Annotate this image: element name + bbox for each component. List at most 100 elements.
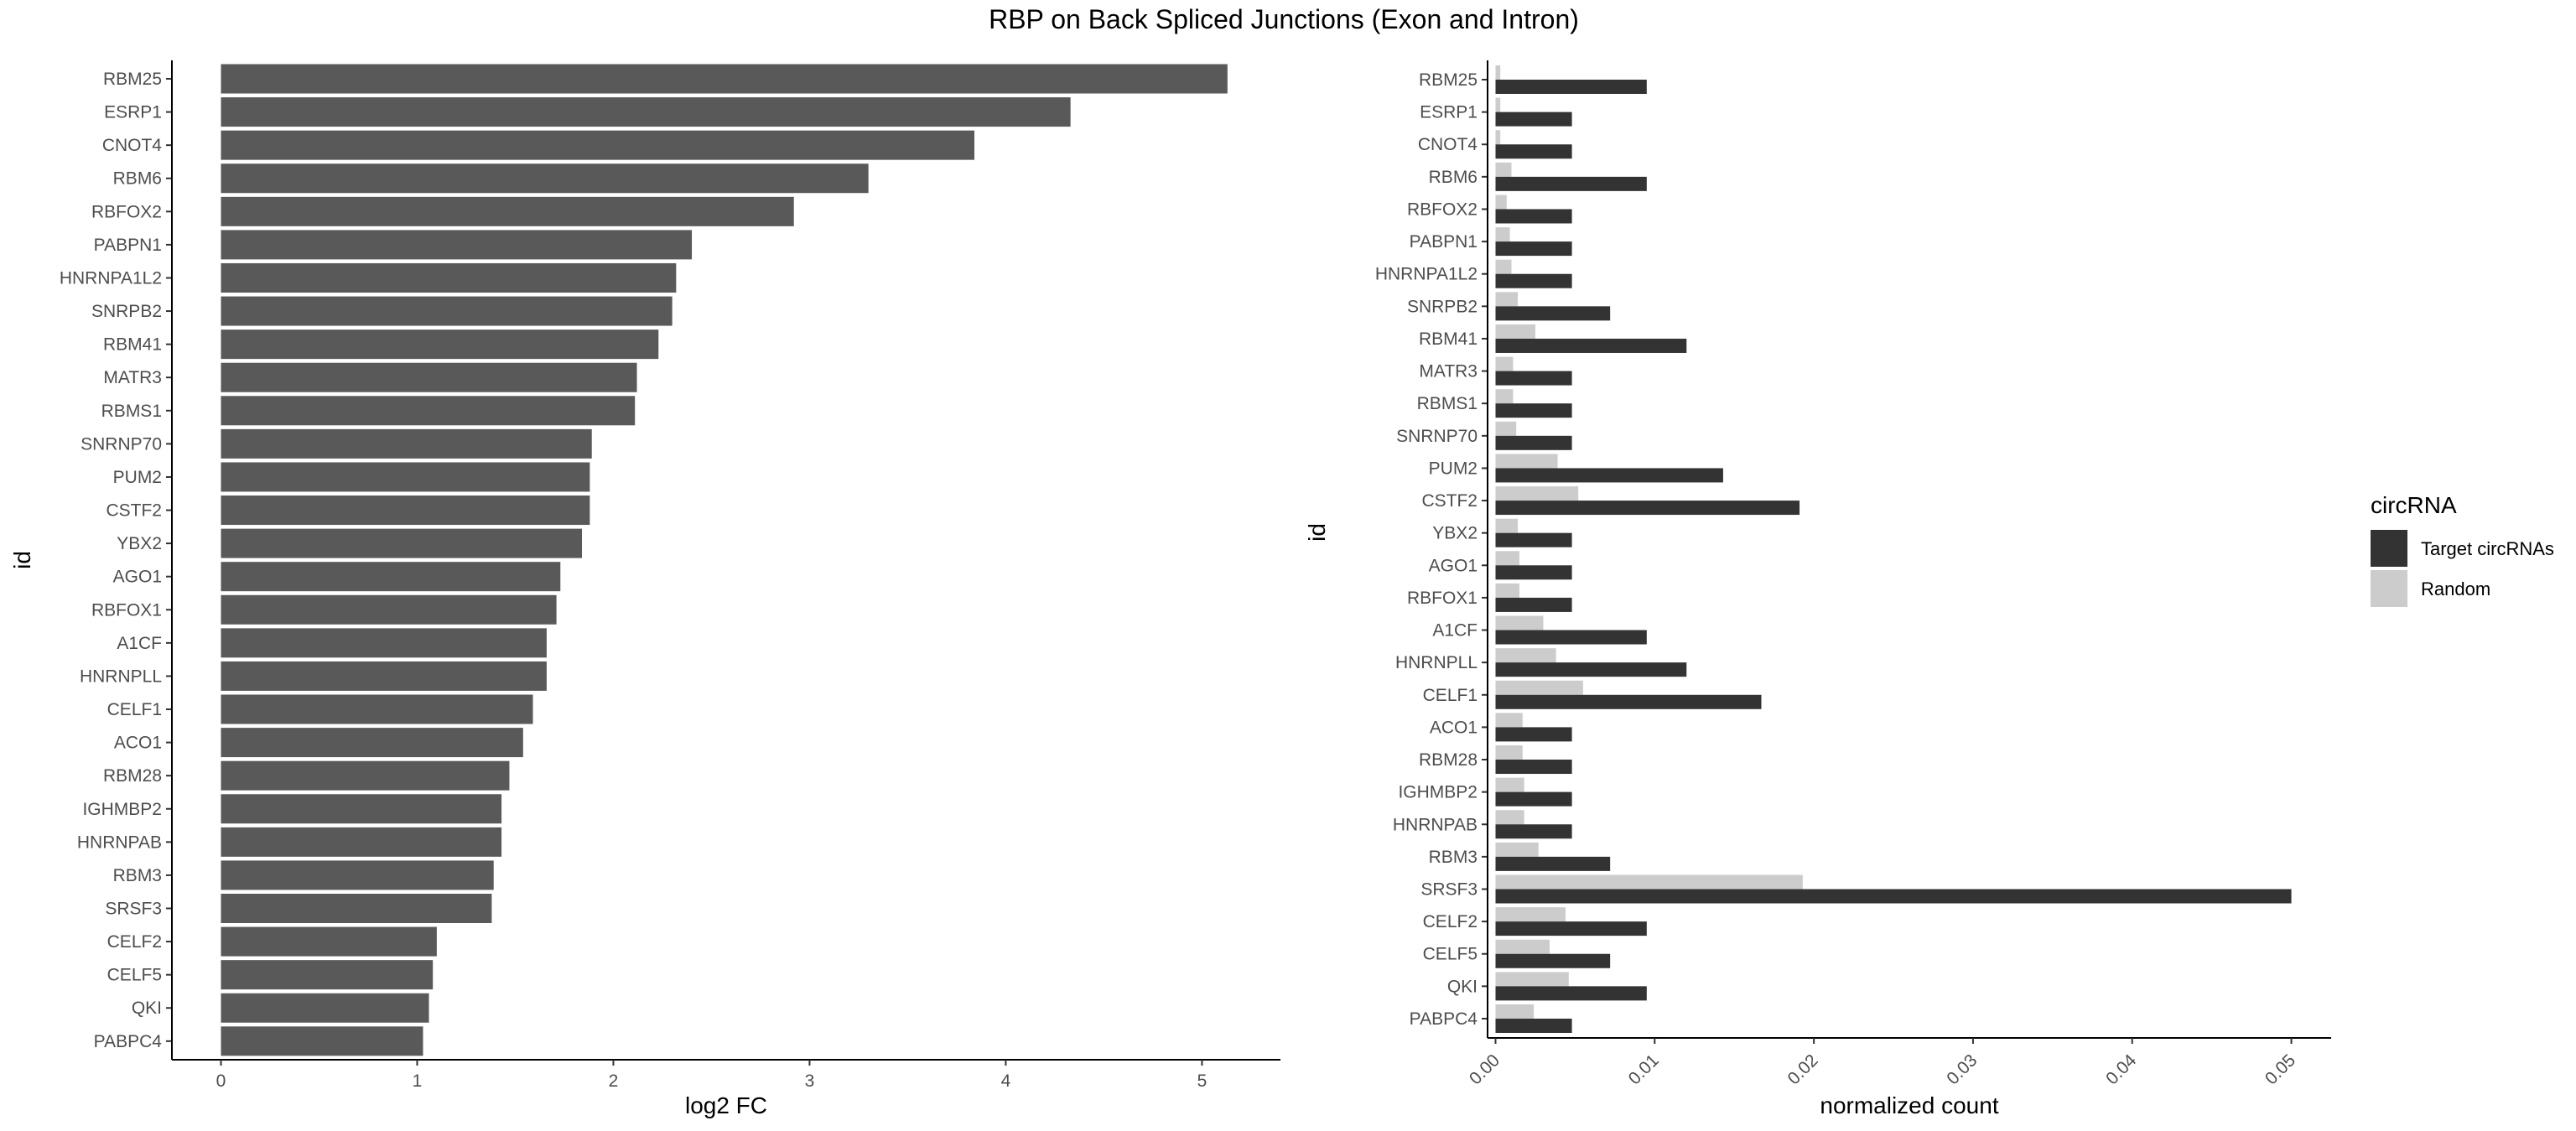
y-tick-label: SNRPB2 <box>1407 297 1478 316</box>
y-tick-label: HNRNPLL <box>1395 653 1478 672</box>
bar-celf2 <box>221 926 437 957</box>
y-tick-label: CSTF2 <box>1421 491 1478 511</box>
y-tick-label: RBM3 <box>113 866 162 885</box>
y-tick-label: HNRNPLL <box>80 667 162 686</box>
bar-rbm6 <box>221 163 869 194</box>
y-tick-label: PABPN1 <box>1410 232 1478 252</box>
y-tick-label: HNRNPA1L2 <box>60 268 162 288</box>
y-tick-label: QKI <box>1447 977 1478 996</box>
bar-rbm28 <box>221 760 510 791</box>
bar-pabpn1 <box>221 230 693 260</box>
bar-target-snrpb2 <box>1495 306 1611 321</box>
bar-target-hnrnpa1l2 <box>1495 273 1572 288</box>
bar-random-rbms1 <box>1495 389 1514 404</box>
x-tick-label: 0 <box>216 1071 226 1091</box>
bar-qki <box>221 993 429 1023</box>
bar-random-rbm3 <box>1495 842 1539 857</box>
bar-target-rbm6 <box>1495 176 1647 191</box>
bar-target-pabpc4 <box>1495 1018 1572 1033</box>
y-tick-label: IGHMBP2 <box>82 800 162 819</box>
y-tick-label: SRSF3 <box>1420 880 1478 900</box>
left-panel-log2fc: RBM25 ESRP1 CNOT4 RBM6 RBFOX2 PABPN1 HNRNPA1L2… <box>9 60 1280 1118</box>
y-tick-label: RBM25 <box>103 70 162 89</box>
bar-random-srsf3 <box>1495 874 1803 890</box>
bar-pabpc4 <box>221 1026 423 1056</box>
x-tick-label: 2 <box>609 1071 619 1091</box>
bar-random-rbfox1 <box>1495 583 1519 598</box>
bar-target-rbfox1 <box>1495 597 1572 612</box>
y-tick-label: PUM2 <box>113 468 162 487</box>
bar-ighmbp2 <box>221 794 502 824</box>
bar-random-ighmbp2 <box>1495 777 1524 792</box>
y-tick-label: HNRNPAB <box>1393 815 1478 834</box>
bar-target-hnrnpab <box>1495 824 1572 839</box>
bar-target-a1cf <box>1495 630 1647 645</box>
y-tick-label: ESRP1 <box>104 103 162 122</box>
bar-target-ago1 <box>1495 565 1572 580</box>
bar-target-ighmbp2 <box>1495 791 1572 807</box>
y-tick-label: SNRNP70 <box>1396 427 1478 446</box>
bar-ybx2 <box>221 528 583 558</box>
bar-a1cf <box>221 628 547 658</box>
bar-random-cstf2 <box>1495 486 1579 501</box>
bar-random-ago1 <box>1495 551 1519 566</box>
bar-srsf3 <box>221 894 492 923</box>
bar-hnrnpll <box>221 661 547 691</box>
y-tick-label: SNRPB2 <box>91 302 162 321</box>
bar-rbfox2 <box>221 196 794 226</box>
y-tick-label: PABPC4 <box>1410 1009 1478 1029</box>
y-tick-label: AGO1 <box>1429 556 1478 575</box>
bar-random-cnot4 <box>1495 130 1501 145</box>
x-tick-label: 0.05 <box>2262 1051 2299 1088</box>
y-tick-label: MATR3 <box>1419 362 1478 381</box>
y-tick-label: ACO1 <box>1430 718 1478 737</box>
y-tick-label: CELF5 <box>1423 945 1478 964</box>
legend-swatch <box>2371 530 2407 567</box>
bar-random-hnrnpll <box>1495 648 1556 663</box>
legend-swatch <box>2371 570 2407 607</box>
y-tick-label: AGO1 <box>113 568 162 587</box>
bar-random-aco1 <box>1495 713 1523 728</box>
y-tick-label: RBM28 <box>103 766 162 786</box>
bar-random-rbm6 <box>1495 162 1512 177</box>
bar-random-a1cf <box>1495 615 1544 630</box>
bar-target-celf5 <box>1495 953 1611 968</box>
bar-snrpb2 <box>221 296 673 326</box>
bar-random-ybx2 <box>1495 518 1519 533</box>
right-panel-normalized-count: RBM25 ESRP1 CNOT4 RBM6 RBFOX2 PABPN1 HNRNPA1L2… <box>1304 60 2331 1118</box>
y-tick-label: ACO1 <box>114 734 162 753</box>
bar-rbm41 <box>221 329 659 360</box>
bar-random-pabpc4 <box>1495 1004 1535 1019</box>
bar-hnrnpa1l2 <box>221 262 677 293</box>
bar-target-rbms1 <box>1495 403 1572 418</box>
x-tick-label: 3 <box>805 1071 815 1091</box>
y-tick-label: CNOT4 <box>1418 135 1478 154</box>
bar-target-celf1 <box>1495 694 1762 709</box>
x-tick-label: 0.00 <box>1466 1051 1504 1088</box>
y-tick-label: CELF5 <box>107 966 162 985</box>
y-tick-label: RBM28 <box>1419 750 1478 770</box>
bar-esrp1 <box>221 97 1071 127</box>
y-tick-label: A1CF <box>117 634 162 653</box>
bar-cnot4 <box>221 130 974 160</box>
y-axis-title: id <box>1304 523 1330 542</box>
y-tick-label: RBM3 <box>1429 848 1478 867</box>
legend-title: circRNA <box>2371 492 2457 518</box>
bar-target-matr3 <box>1495 371 1572 386</box>
x-tick-label: 0.04 <box>2102 1051 2140 1088</box>
y-tick-label: CELF2 <box>107 932 162 952</box>
bar-random-qki <box>1495 972 1569 987</box>
bar-snrnp70 <box>221 428 592 459</box>
y-tick-label: QKI <box>132 999 162 1018</box>
y-tick-label: HNRNPAB <box>77 833 162 852</box>
bar-target-cstf2 <box>1495 501 1800 516</box>
x-tick-label: 4 <box>1001 1071 1011 1091</box>
chart-title: RBP on Back Spliced Junctions (Exon and … <box>989 4 1579 34</box>
bar-target-snrnp70 <box>1495 435 1572 450</box>
bar-random-celf5 <box>1495 939 1550 954</box>
y-tick-label: YBX2 <box>1432 524 1478 543</box>
bar-random-pum2 <box>1495 454 1558 469</box>
y-tick-label: ESRP1 <box>1420 103 1478 122</box>
y-axis-title: id <box>9 551 35 569</box>
